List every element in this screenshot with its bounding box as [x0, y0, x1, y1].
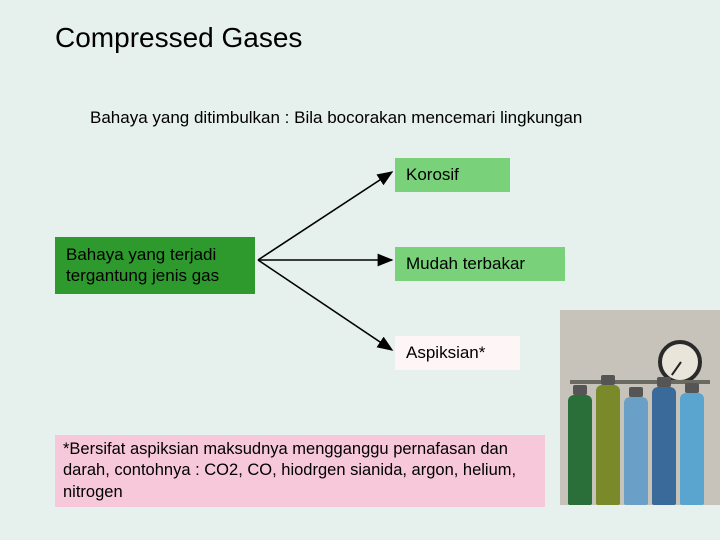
footnote-box: *Bersifat aspiksian maksudnya mengganggu…: [55, 435, 545, 507]
branch-node-korosif: Korosif: [395, 158, 510, 192]
cylinder-icon: [624, 397, 648, 505]
branch-node-mudah-terbakar: Mudah terbakar: [395, 247, 565, 281]
subtitle-text: Bahaya yang ditimbulkan : Bila bocorakan…: [90, 108, 582, 128]
source-node: Bahaya yang terjadi tergantung jenis gas: [55, 237, 255, 294]
page-title: Compressed Gases: [55, 22, 302, 54]
cylinder-icon: [680, 393, 704, 505]
cylinder-icon: [568, 395, 592, 505]
cylinder-icon: [652, 387, 676, 505]
arrow-to-korosif: [258, 172, 392, 260]
branch-node-aspiksian: Aspiksian*: [395, 336, 520, 370]
cylinder-icon: [596, 385, 620, 505]
arrow-to-aspiksian: [258, 260, 392, 350]
gas-cylinders-image: [560, 310, 720, 505]
